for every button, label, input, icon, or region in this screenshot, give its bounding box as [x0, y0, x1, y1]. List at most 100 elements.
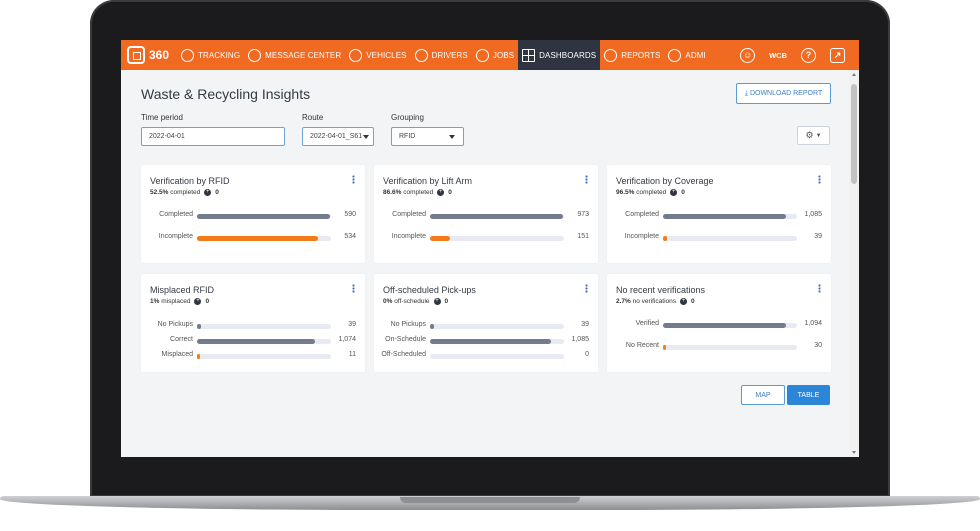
- metric-bar-fill: [197, 214, 330, 219]
- card-summary: 1% misplaced +0: [150, 298, 209, 305]
- nav-item-label: TRACKING: [198, 50, 241, 60]
- nav-item-message-center[interactable]: MESSAGE CENTER: [244, 40, 345, 70]
- metric-value: 39: [581, 321, 589, 328]
- table-view-label: TABLE: [797, 391, 820, 399]
- time-period-input[interactable]: 2022-04-01: [141, 127, 285, 146]
- plus-circle-icon: +: [680, 298, 687, 305]
- nav-item-label: JOBS: [492, 50, 515, 60]
- kebab-menu-icon[interactable]: [352, 284, 355, 293]
- chat-icon: [248, 48, 262, 62]
- metric-bar-track: [430, 324, 564, 329]
- summary-percent: 1%: [150, 298, 160, 305]
- vertical-scrollbar[interactable]: [849, 70, 859, 457]
- nav-right-tools: ☺ WCB ? ↗: [740, 47, 859, 63]
- nav-item-label: ADMI: [685, 50, 706, 60]
- nav-item-dashboards[interactable]: DASHBOARDS: [518, 40, 601, 70]
- card-summary: 96.5% completed +0: [616, 189, 685, 196]
- metric-row-correct: Correct 1,074: [141, 336, 365, 346]
- metric-label: Completed: [159, 211, 193, 218]
- nav-menu: TRACKING MESSAGE CENTER VEHICLES DRIVERS JOB…: [177, 40, 710, 70]
- metric-value: 39: [348, 321, 356, 328]
- metric-bar-fill: [663, 236, 668, 241]
- metric-label: Completed: [392, 211, 426, 218]
- insight-card: Off-scheduled Pick-ups 0% off-schedule +0 N…: [374, 274, 598, 372]
- logout-icon[interactable]: ↗: [830, 47, 845, 63]
- summary-count: 0: [205, 298, 210, 305]
- admin-gear-icon: [668, 48, 682, 62]
- card-title: Misplaced RFID: [150, 285, 215, 295]
- download-report-button[interactable]: ⤓ DOWNLOAD REPORT: [736, 83, 831, 104]
- summary-text: completed: [636, 189, 667, 196]
- card-summary: 86.6% completed +0: [383, 189, 452, 196]
- metric-label: No Pickups: [390, 321, 426, 328]
- plus-circle-icon: +: [204, 189, 212, 196]
- nav-item-reports[interactable]: REPORTS: [600, 40, 664, 70]
- metric-bar-fill: [663, 323, 787, 328]
- settings-menu-button[interactable]: ⚙ ▼: [797, 126, 830, 145]
- metric-bar-track: [430, 339, 564, 344]
- map-view-button[interactable]: MAP: [741, 385, 785, 405]
- kebab-menu-icon[interactable]: [352, 175, 355, 184]
- card-summary: 2.7% no verifications +0: [616, 298, 695, 305]
- summary-count: 0: [691, 298, 695, 305]
- summary-text: completed: [170, 189, 201, 196]
- scroll-up-icon[interactable]: [852, 73, 856, 76]
- metric-value: 973: [577, 211, 589, 218]
- kebab-menu-icon[interactable]: [585, 284, 588, 293]
- card-summary: 52.5% completed +0: [150, 189, 219, 196]
- dashboard-content: Waste & Recycling Insights ⤓ DOWNLOAD RE…: [121, 70, 849, 457]
- metric-value: 30: [814, 342, 822, 349]
- kebab-menu-icon[interactable]: [818, 175, 821, 184]
- plus-circle-icon: +: [194, 298, 202, 305]
- metric-bar-track: [197, 236, 331, 241]
- metric-row-incomplete: Incomplete 39: [607, 233, 831, 243]
- card-title: Verification by Coverage: [616, 176, 714, 186]
- nav-item-tracking[interactable]: TRACKING: [177, 40, 244, 70]
- metric-bar-fill: [430, 324, 435, 329]
- app-screen: 360 TRACKING MESSAGE CENTER VEHICLES DRIVER…: [121, 40, 859, 457]
- scroll-down-icon[interactable]: [852, 451, 856, 454]
- metric-bar-fill: [663, 214, 787, 219]
- kebab-menu-icon[interactable]: [585, 175, 588, 184]
- metric-label: Incomplete: [391, 233, 426, 240]
- grouping-select[interactable]: RFID: [391, 127, 464, 146]
- metric-row-on-schedule: On-Schedule 1,085: [374, 336, 598, 346]
- user-initials[interactable]: WCB: [769, 50, 787, 60]
- insight-card: Verification by RFID 52.5% completed +0 Com…: [141, 165, 365, 263]
- card-title: Verification by RFID: [150, 176, 230, 186]
- driver-icon: [414, 48, 428, 62]
- route-select[interactable]: 2022-04-01_S61: [302, 127, 374, 146]
- laptop-notch: [400, 497, 580, 503]
- metric-value: 0: [585, 351, 589, 358]
- scroll-thumb[interactable]: [851, 84, 857, 184]
- metric-value: 1,085: [804, 211, 822, 218]
- card-title: Off-scheduled Pick-ups: [383, 285, 476, 295]
- table-view-button[interactable]: TABLE: [787, 385, 830, 405]
- summary-count: 0: [215, 189, 219, 196]
- kebab-menu-icon[interactable]: [818, 284, 821, 293]
- summary-text: completed: [403, 189, 434, 196]
- summary-count: 0: [681, 189, 685, 196]
- nav-item-vehicles[interactable]: VEHICLES: [345, 40, 410, 70]
- caret-down-icon: ▼: [815, 132, 822, 139]
- metric-bar-track: [197, 354, 331, 359]
- metric-bar-fill: [663, 345, 666, 350]
- nav-item-drivers[interactable]: DRIVERS: [411, 40, 472, 70]
- help-icon[interactable]: ?: [801, 47, 816, 63]
- metric-bar-fill: [430, 339, 551, 344]
- metric-row-verified: Verified 1,094: [607, 320, 831, 330]
- brand-logo[interactable]: 360: [121, 46, 177, 64]
- grouping-label: Grouping: [391, 113, 424, 122]
- nav-item-label: DRIVERS: [431, 50, 468, 60]
- nav-item-label: DASHBOARDS: [539, 50, 597, 60]
- metric-row-no-recent: No Recent 30: [607, 342, 831, 352]
- metric-bar-fill: [430, 214, 563, 219]
- user-profile-icon[interactable]: ☺: [740, 47, 756, 63]
- metric-label: On-Schedule: [385, 336, 426, 343]
- time-period-label: Time period: [141, 113, 183, 122]
- route-value: 2022-04-01_S61: [310, 133, 363, 140]
- nav-item-admi[interactable]: ADMI: [664, 40, 709, 70]
- metric-bar-track: [197, 214, 331, 219]
- nav-item-jobs[interactable]: JOBS: [472, 40, 518, 70]
- metric-value: 1,094: [804, 320, 822, 327]
